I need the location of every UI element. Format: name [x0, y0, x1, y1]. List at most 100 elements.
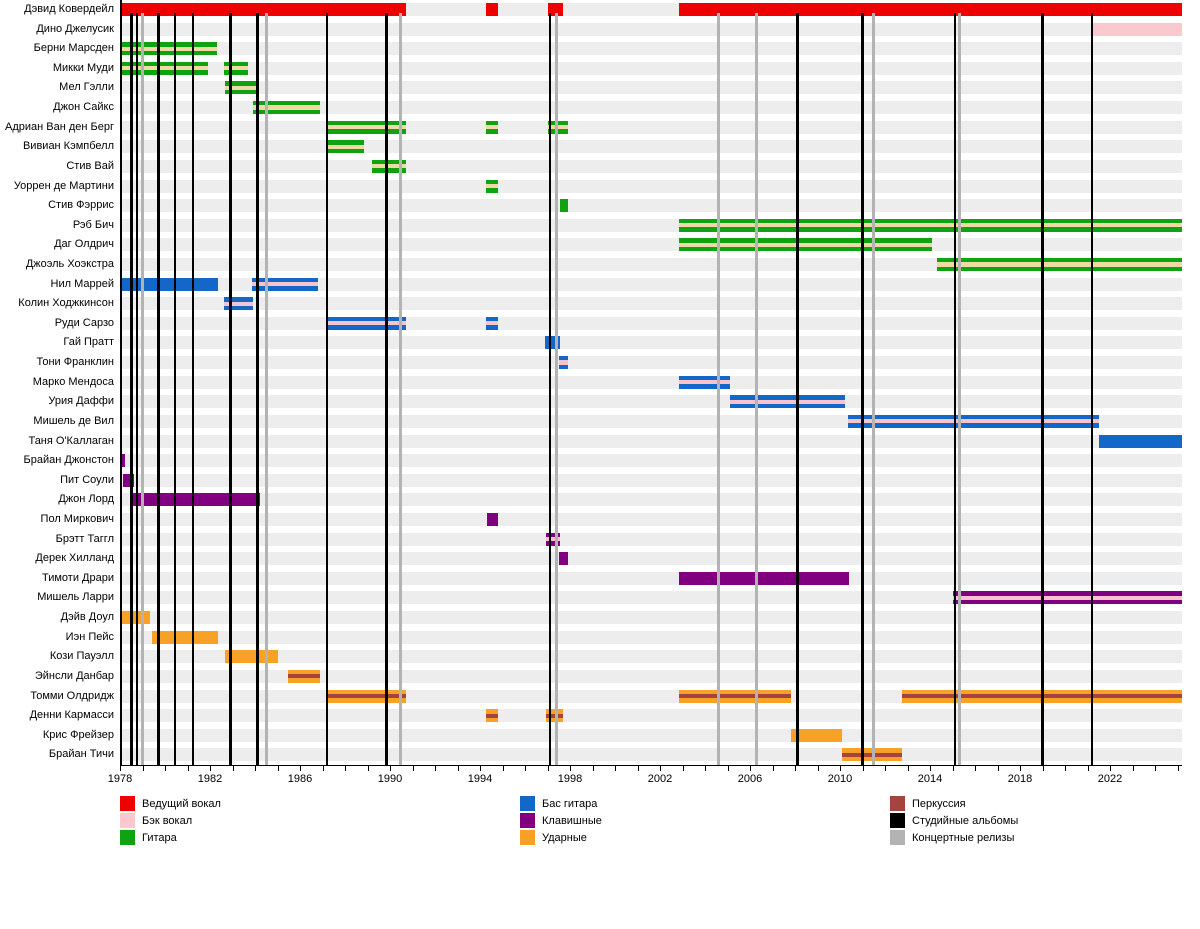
live-release-line [141, 13, 144, 765]
x-axis-tick [637, 765, 639, 771]
member-label: Брайан Джонстон [23, 454, 114, 467]
member-label: Даг Олдрич [54, 238, 114, 251]
member-label: Джоэль Хоэкстра [25, 257, 114, 270]
legend-label: Бас гитара [542, 798, 598, 810]
secondary-role-stripe [952, 595, 1182, 601]
secondary-role-stripe [936, 262, 1182, 267]
member-label: Джон Сайкс [53, 101, 114, 114]
secondary-role-stripe [327, 693, 406, 699]
member-label: Иэн Пейс [65, 630, 114, 643]
secondary-role-stripe [372, 164, 406, 169]
x-axis-tick [1042, 765, 1044, 771]
role-bar [485, 3, 498, 16]
secondary-role-stripe [224, 85, 259, 91]
role-bar [559, 199, 568, 213]
plot-area: Дэвид Ковердейл Дино Джелусик Берни Марсде… [5, 0, 1182, 785]
secondary-role-stripe [546, 713, 564, 718]
x-axis-tick [975, 765, 976, 771]
x-axis-label: 1994 [467, 773, 493, 785]
secondary-role-stripe [251, 282, 318, 287]
role-bar [952, 591, 1182, 605]
legend-label: Бэк вокал [142, 815, 193, 827]
secondary-role-stripe [485, 321, 498, 326]
member-label: Уоррен де Мартини [13, 179, 114, 192]
member-label: Дэйв Доул [60, 611, 114, 624]
member-band [120, 571, 1182, 585]
secondary-role-stripe [729, 399, 845, 404]
studio-album-line [1090, 13, 1094, 765]
role-bar [224, 650, 278, 664]
legend-label: Клавишные [542, 815, 602, 827]
legend-swatch [890, 830, 905, 845]
role-bar [372, 159, 406, 173]
studio-album-line [191, 13, 195, 765]
secondary-role-stripe [120, 46, 217, 51]
role-bar [547, 3, 564, 16]
member-label: Стив Вай [66, 159, 114, 172]
secondary-role-stripe [842, 752, 902, 757]
role-bar [729, 395, 845, 409]
role-bar [327, 689, 406, 703]
member-band [120, 356, 1182, 370]
live-release-line [755, 13, 759, 765]
secondary-role-stripe [485, 125, 498, 130]
role-bar [679, 3, 1182, 16]
member-band [120, 238, 1182, 252]
role-bar [120, 61, 208, 75]
studio-album-line [796, 13, 799, 765]
member-band [120, 473, 1182, 487]
member-band [120, 512, 1182, 526]
member-label: Марко Мендоса [32, 375, 114, 388]
member-label: Таня О'Каллаган [28, 434, 114, 447]
role-bar [486, 512, 498, 526]
legend-label: Концертные релизы [912, 832, 1015, 844]
legend-swatch [520, 830, 535, 845]
legend-swatch [520, 813, 535, 828]
x-axis-tick [1110, 765, 1111, 771]
member-band [120, 81, 1182, 95]
role-bar [847, 414, 1099, 428]
legend-label: Гитара [142, 832, 177, 844]
secondary-role-stripe [679, 223, 1182, 228]
member-label: Кози Пауэлл [49, 650, 114, 663]
member-label: Дэвид Ковердейл [24, 3, 114, 15]
x-axis-label: 2006 [737, 773, 763, 785]
role-bar [224, 81, 259, 95]
role-bar [120, 42, 217, 56]
legend-swatch [520, 796, 535, 811]
member-band [120, 748, 1182, 762]
member-band [120, 61, 1182, 75]
role-bar [679, 571, 849, 585]
member-label: Эйнсли Данбар [34, 669, 114, 682]
x-axis-tick [187, 765, 189, 771]
member-band [120, 454, 1182, 468]
role-bar [842, 748, 902, 762]
role-bar [151, 630, 218, 644]
role-bar [485, 316, 498, 330]
member-label: Колин Ходжкинсон [18, 297, 114, 310]
role-bar [1098, 434, 1182, 448]
member-label: Микки Муди [52, 61, 114, 74]
member-band [120, 650, 1182, 664]
x-axis-tick [255, 765, 256, 771]
x-axis-tick [165, 765, 166, 771]
live-release-line [872, 13, 876, 765]
secondary-role-stripe [679, 242, 933, 247]
secondary-role-stripe [252, 105, 321, 110]
x-axis-tick [525, 765, 526, 771]
x-axis-tick [277, 765, 279, 771]
secondary-role-stripe [287, 674, 321, 679]
x-axis-tick [952, 765, 954, 771]
live-release-line [717, 13, 720, 765]
x-axis-tick [457, 765, 459, 771]
x-axis-tick [997, 765, 999, 771]
legend-label: Перкуссия [912, 798, 966, 810]
role-bar [679, 218, 1182, 232]
member-band [120, 22, 1182, 36]
studio-album-line [861, 13, 864, 765]
role-bar [130, 493, 260, 507]
studio-album-line [1041, 13, 1044, 765]
member-band [120, 375, 1182, 389]
x-axis-tick [367, 765, 369, 771]
studio-album-line [548, 13, 551, 765]
